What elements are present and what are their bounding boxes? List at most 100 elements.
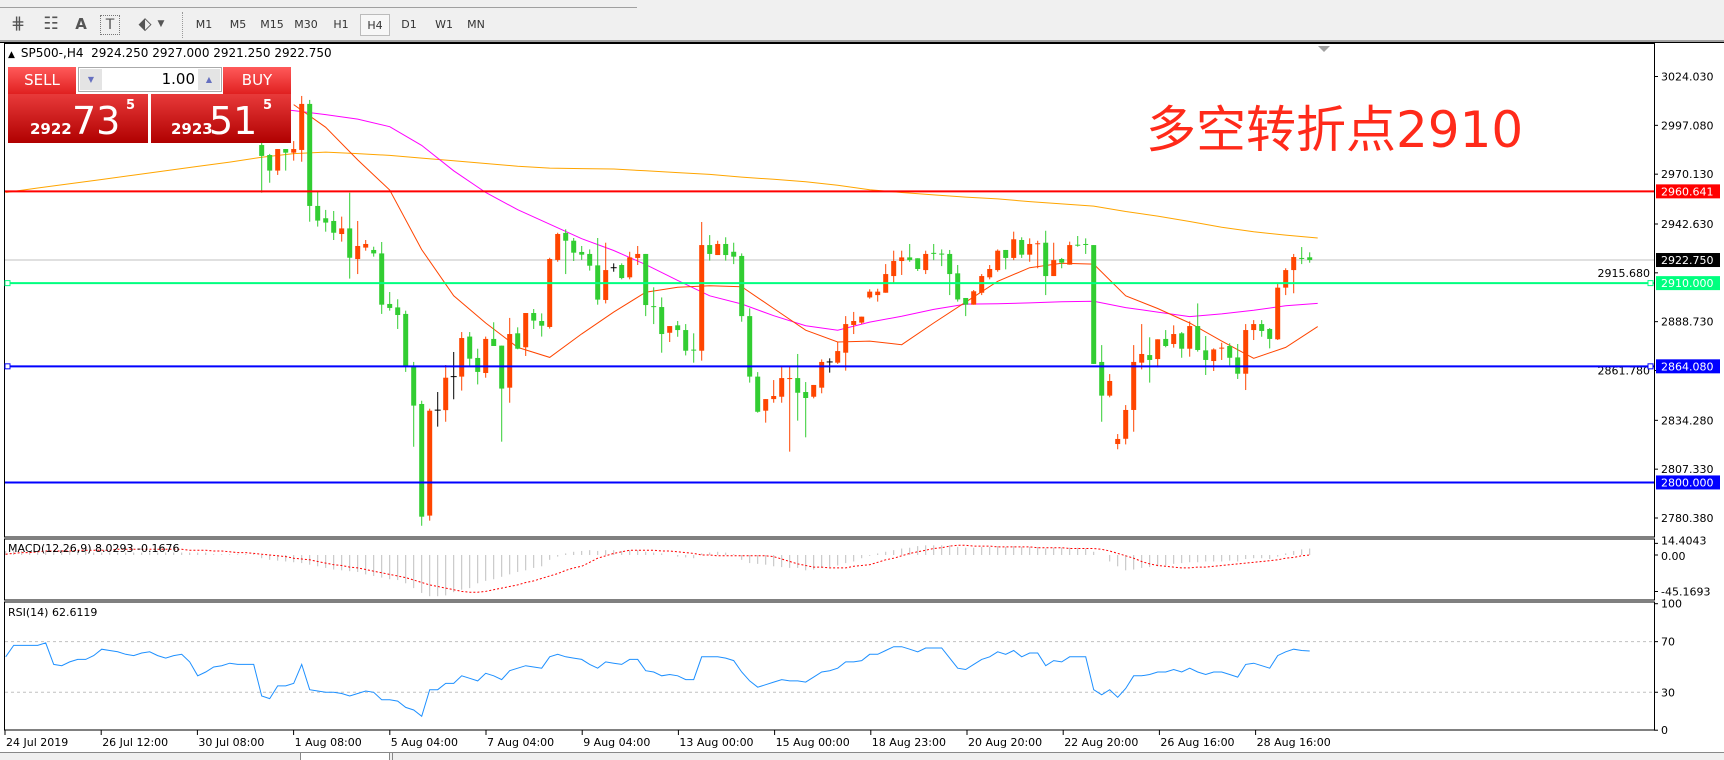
timeframe-m1[interactable]: M1	[195, 18, 213, 31]
candle-body	[1211, 349, 1217, 362]
chart-text-annotation[interactable]: 多空转折点2910	[1146, 101, 1524, 159]
line-handle[interactable]	[1647, 280, 1654, 287]
timeframe-d1[interactable]: D1	[401, 18, 417, 31]
candle-body	[347, 228, 353, 258]
chart-tab[interactable]	[392, 753, 1724, 760]
timeframe-h4[interactable]: H4	[360, 14, 390, 36]
price-tick-label: 2888.730	[1661, 316, 1714, 329]
arrows-icon[interactable]: ⬖	[138, 14, 152, 34]
timeframe-m15[interactable]: M15	[260, 18, 284, 31]
volume-input[interactable]: 1.00	[161, 70, 195, 88]
candle-body	[1243, 330, 1249, 374]
candle-body	[1099, 361, 1105, 396]
line-handle[interactable]	[4, 363, 11, 370]
candle-body	[1123, 409, 1129, 439]
rsi-label: RSI(14) 62.6119	[8, 606, 98, 619]
fibo-channel-icon[interactable]: ☷	[43, 14, 59, 34]
timeframe-m30[interactable]: M30	[294, 18, 318, 31]
candle-body	[379, 253, 385, 305]
candle-body	[1283, 270, 1289, 288]
line-handle[interactable]	[4, 280, 11, 287]
chart-shift-icon[interactable]	[1318, 46, 1330, 52]
candle-body	[307, 103, 313, 206]
candle-body	[1195, 326, 1201, 350]
standard-toolbar	[0, 0, 637, 8]
volume-stepper[interactable]: ▼ 1.00 ▲	[78, 67, 222, 92]
timeframe-m5[interactable]: M5	[229, 18, 247, 31]
candle-body	[539, 320, 545, 326]
candle-body	[1203, 350, 1209, 360]
candle-body	[563, 232, 569, 241]
candle-body	[1219, 347, 1225, 349]
macd-tick-label: 0.00	[1661, 550, 1686, 563]
candle-body	[1003, 249, 1009, 258]
candle-body	[659, 307, 665, 335]
candle-body	[1307, 257, 1313, 261]
timeframe-mn[interactable]: MN	[467, 18, 485, 31]
rsi-tick-label: 0	[1661, 724, 1668, 737]
chart-canvas[interactable]: 3024.030 2997.080 2970.130 2942.630 2915.680…	[0, 42, 1724, 759]
chart-tab[interactable]	[300, 753, 390, 760]
macd-signal-line	[5, 544, 1310, 593]
time-tick-label: 18 Aug 23:00	[872, 736, 946, 749]
candle-body	[963, 297, 969, 305]
one-click-trading-panel: SELL ▼ 1.00 ▲ BUY 2922 73 5 2923 51 5	[8, 67, 291, 143]
volume-decrease-icon[interactable]: ▼	[80, 69, 102, 90]
price-label: 2864.080	[1661, 360, 1714, 373]
rsi-tick-label: 30	[1661, 686, 1675, 699]
candle-body	[747, 316, 753, 377]
price-label: 2960.641	[1661, 185, 1714, 198]
candle-body	[483, 338, 489, 373]
candle-body	[851, 320, 857, 325]
sell-button[interactable]: SELL	[8, 67, 76, 95]
chart-tabs	[0, 752, 1724, 760]
text-label-icon[interactable]: A	[75, 15, 87, 33]
candle-body	[459, 338, 465, 377]
candle-body	[371, 249, 377, 254]
candle-body	[675, 325, 681, 331]
timeframe-w1[interactable]: W1	[435, 18, 453, 31]
buy-button[interactable]: BUY	[223, 67, 291, 95]
time-tick-label: 15 Aug 00:00	[776, 736, 850, 749]
price-tick-label: 3024.030	[1661, 71, 1714, 84]
fibo-expansion-icon[interactable]: ⋕	[10, 14, 26, 34]
chevron-down-icon[interactable]: ▼	[157, 19, 165, 29]
candle-body	[755, 376, 761, 412]
macd-pane-frame	[4, 538, 1655, 601]
candle-body	[547, 259, 553, 327]
candle-body	[1163, 338, 1169, 346]
candle-body	[291, 149, 297, 153]
candle-body	[587, 253, 593, 266]
candle-body	[1275, 287, 1281, 340]
ma-slow-line	[5, 151, 1318, 239]
candle-body	[763, 399, 769, 411]
candle-body	[859, 316, 865, 323]
candle-body	[1291, 257, 1297, 271]
text-box-icon[interactable]: T	[100, 15, 120, 35]
candle-body	[387, 303, 393, 308]
time-tick-label: 30 Jul 08:00	[198, 736, 264, 749]
candle-body	[419, 403, 425, 517]
candle-body	[259, 145, 265, 156]
candle-body	[1131, 361, 1137, 410]
candle-body	[411, 365, 417, 406]
timeframe-h1[interactable]: H1	[333, 18, 349, 31]
buy-price-box[interactable]: 2923 51 5	[151, 94, 291, 143]
candle-body	[635, 253, 641, 258]
candle-body	[443, 377, 449, 411]
ma-mid-line	[261, 106, 1318, 331]
price-tick-label: 2915.680	[1598, 267, 1651, 280]
candle-body	[1027, 243, 1033, 255]
line-handle[interactable]	[1647, 363, 1654, 370]
candle-body	[795, 378, 801, 393]
volume-increase-icon[interactable]: ▲	[198, 69, 220, 90]
price-label: 2910.000	[1661, 277, 1714, 290]
candle-body	[507, 334, 513, 388]
candle-body	[835, 351, 841, 363]
symbol-label: SP500-,H4	[20, 46, 84, 60]
chart-window[interactable]: 3024.030 2997.080 2970.130 2942.630 2915.680…	[0, 42, 1724, 759]
sell-price-box[interactable]: 2922 73 5	[8, 94, 148, 143]
time-tick-label: 26 Aug 16:00	[1160, 736, 1234, 749]
candle-body	[907, 257, 913, 261]
candle-body	[275, 149, 281, 171]
